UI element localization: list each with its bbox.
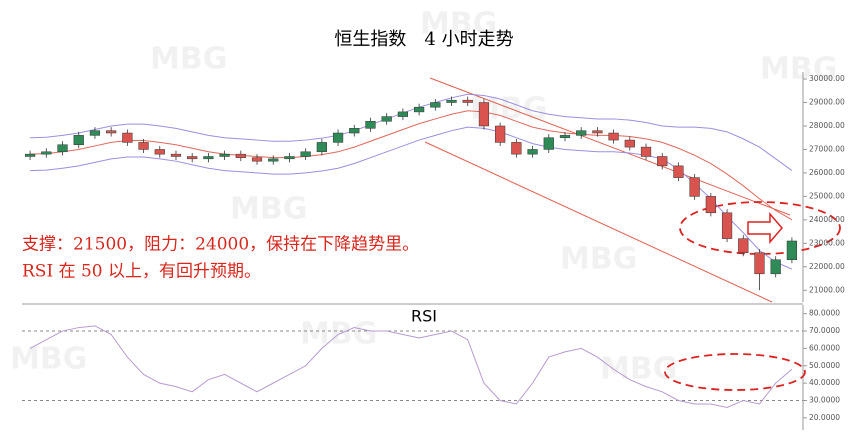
candle-body (187, 156, 198, 160)
candle-body (657, 156, 668, 167)
annotation: RSI 在 50 以上，有回升预期。 (22, 262, 261, 282)
y-tick-label: 24000.00 (809, 215, 845, 224)
candle-body (770, 259, 781, 275)
candle-body (592, 130, 603, 134)
candle-body (495, 125, 506, 143)
watermark: MBG (150, 42, 227, 77)
candle-body (673, 165, 684, 178)
candle-body (154, 149, 165, 155)
watermark: MBG (560, 242, 637, 277)
y-tick-label: 27000.00 (809, 144, 845, 153)
y-tick-label: 70.0000 (809, 326, 840, 335)
candle-body (608, 132, 619, 141)
candle-body (89, 130, 101, 136)
y-tick-label: 22000.00 (809, 262, 845, 271)
candle-body (381, 116, 392, 122)
candle-body (57, 144, 68, 153)
y-tick-label: 40.0000 (809, 378, 840, 387)
watermark: MBG (10, 342, 87, 377)
candle-body (446, 99, 457, 103)
candle-body (138, 142, 149, 150)
y-tick-label: 26000.00 (809, 168, 845, 177)
candle-body (235, 153, 246, 158)
candle-body (332, 132, 344, 143)
candle-body (349, 128, 360, 134)
y-tick-label: 50.0000 (809, 361, 840, 370)
candle-body (543, 137, 554, 150)
candle-body (721, 212, 733, 239)
y-tick-label: 30.0000 (809, 395, 840, 404)
candle-body (689, 177, 700, 197)
candle-body (268, 158, 279, 162)
candle-body (576, 130, 587, 136)
candle-body (251, 157, 263, 162)
watermark: MBG (420, 7, 497, 42)
candle-body (640, 146, 652, 157)
candle-body (511, 142, 522, 155)
band-line (30, 93, 793, 171)
y-tick-label: 28000.00 (809, 121, 845, 130)
watermark: MBG (760, 52, 837, 87)
candle-body (413, 106, 425, 113)
watermark: MBG (230, 192, 307, 227)
arrow (747, 211, 783, 245)
y-tick-label: 20.0000 (809, 413, 840, 422)
candle-body (365, 121, 376, 129)
candle-body (754, 252, 765, 275)
highlight-ellipse (664, 353, 806, 391)
annotation: 支撑：21500，阻力：24000，保持在下降趋势里。 (22, 235, 419, 255)
y-tick-label: 80.0000 (809, 309, 840, 318)
candle-body (122, 132, 133, 143)
y-tick-label: 21000.00 (809, 285, 845, 294)
channel-line (429, 77, 791, 216)
candle-body (705, 196, 716, 214)
candle-body (624, 139, 635, 148)
candle-body (203, 156, 214, 160)
candle-body (316, 142, 327, 153)
y-tick-label: 60.0000 (809, 343, 840, 352)
candle-body (41, 151, 52, 155)
candle-body (478, 102, 490, 127)
watermark: MBG (600, 352, 677, 387)
candle-body (397, 111, 409, 117)
candle-body (284, 156, 295, 160)
y-tick-label: 25000.00 (809, 191, 845, 200)
candle-body (462, 99, 473, 103)
y-tick-label: 23000.00 (809, 238, 845, 247)
channel-line (424, 141, 773, 303)
candle-body (170, 153, 182, 157)
candle-body (73, 135, 84, 146)
band-line (30, 110, 793, 221)
watermarks: MBG MBG MBG MBG MBG MBG MBG MBG MBG (10, 7, 837, 387)
candle-body (430, 102, 441, 108)
highlight-ellipse (679, 201, 841, 255)
candle-body (24, 153, 36, 157)
candle-body (559, 135, 571, 138)
y-tick-label: 30000.00 (809, 74, 845, 83)
candle-body (219, 153, 230, 157)
rsi-line (29, 325, 793, 408)
candle-body (527, 149, 538, 155)
candle-body (738, 238, 749, 253)
candle-body (300, 151, 311, 157)
chart-title: 恒生指数 4 小时走势 (334, 29, 513, 50)
rsi-title: RSI (411, 307, 437, 326)
y-tick-label: 29000.00 (809, 98, 845, 107)
candle-body (786, 240, 798, 261)
candle-body (106, 130, 117, 134)
